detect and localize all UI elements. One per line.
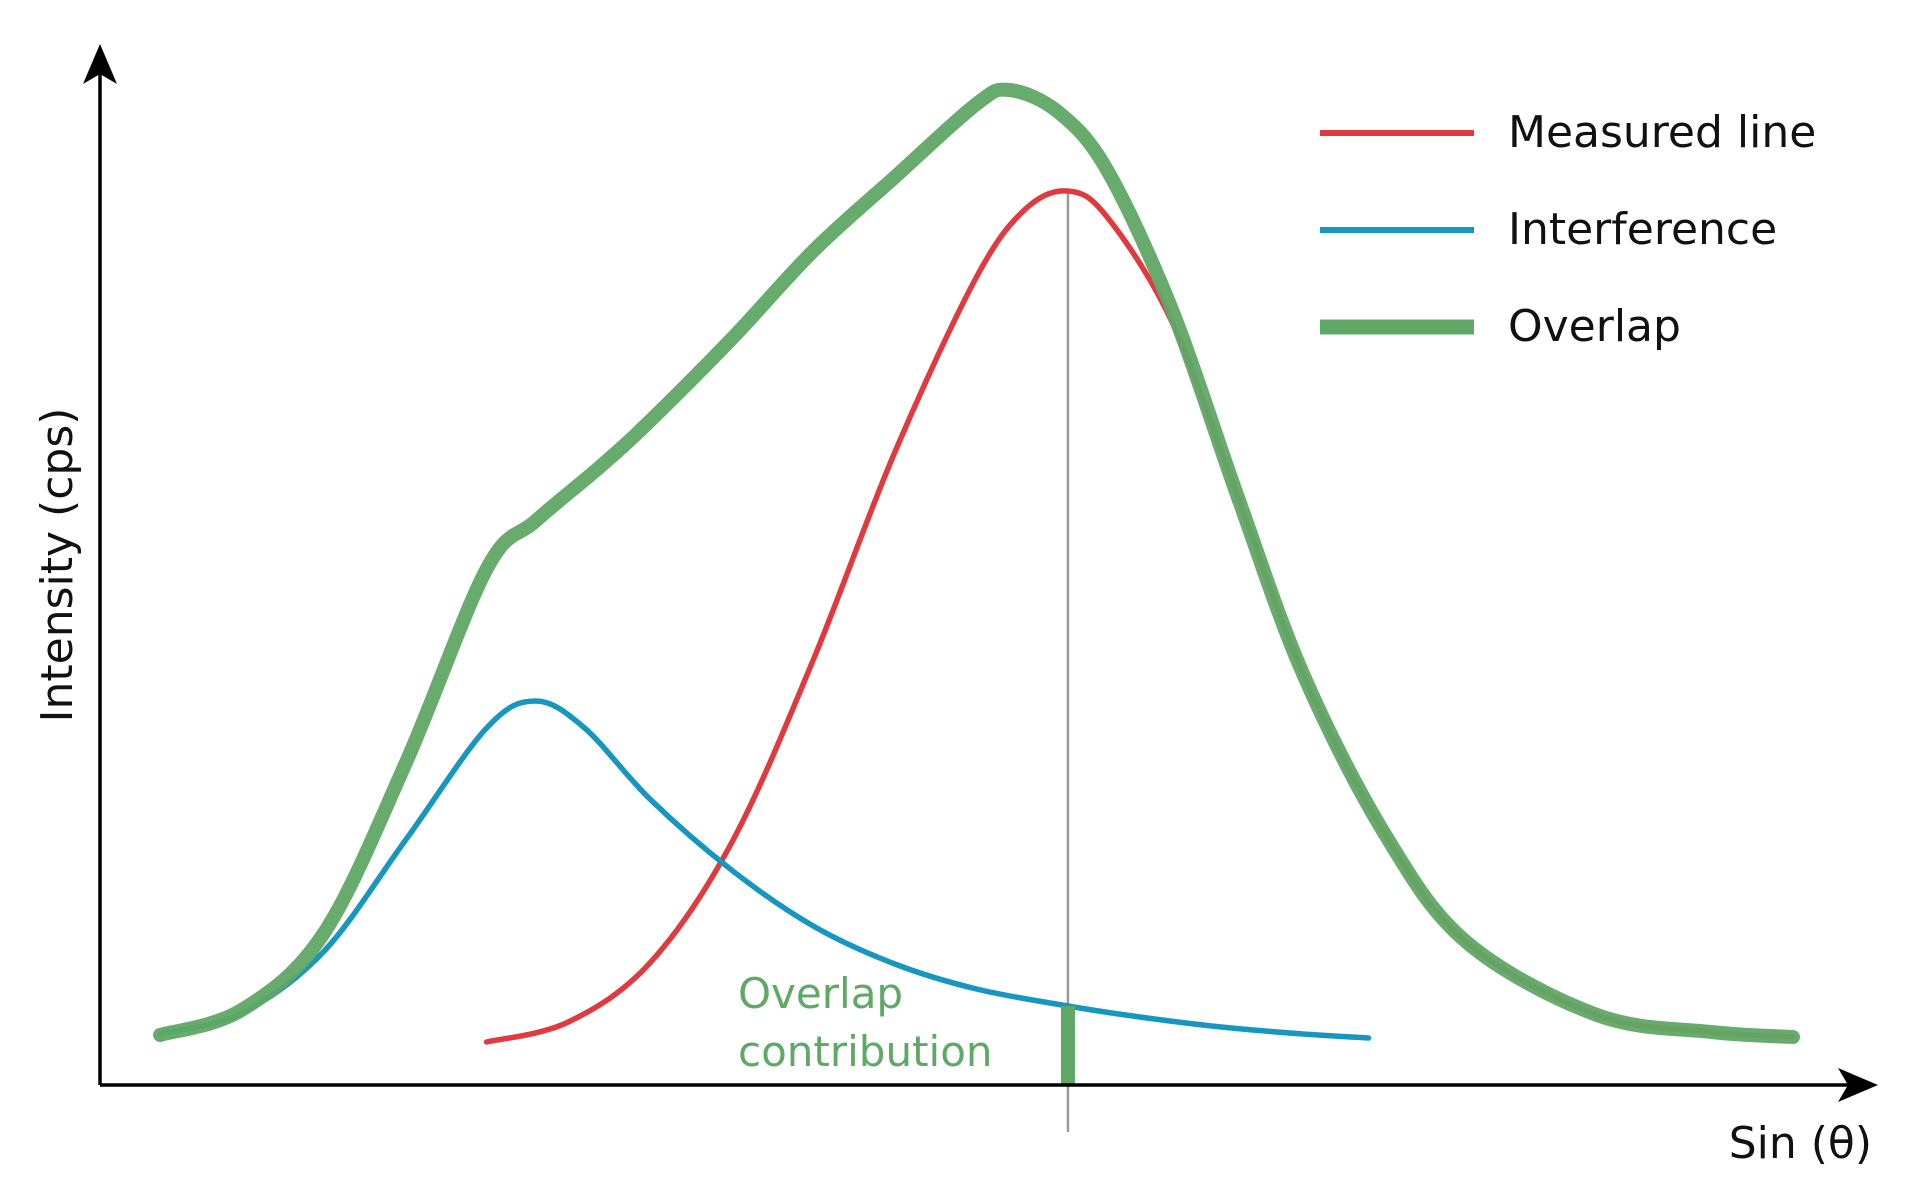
y-axis-arrowhead bbox=[83, 44, 117, 84]
y-axis-label: Intensity (cps) bbox=[32, 408, 83, 723]
overlap-contribution-label-line-1: Overlap bbox=[738, 969, 903, 1018]
legend-label-measured-line: Measured line bbox=[1508, 107, 1816, 158]
interference-curve bbox=[157, 698, 1372, 1041]
overlap-contribution-label-line-2: contribution bbox=[738, 1027, 993, 1076]
legend-label-interference: Interference bbox=[1508, 204, 1777, 255]
overlap-curve bbox=[153, 82, 1800, 1044]
x-axis-label: Sin (θ) bbox=[1729, 1118, 1872, 1169]
legend: Measured line Interference Overlap bbox=[1320, 107, 1816, 352]
legend-label-overlap: Overlap bbox=[1508, 301, 1681, 352]
x-axis-arrowhead bbox=[1838, 1068, 1878, 1102]
